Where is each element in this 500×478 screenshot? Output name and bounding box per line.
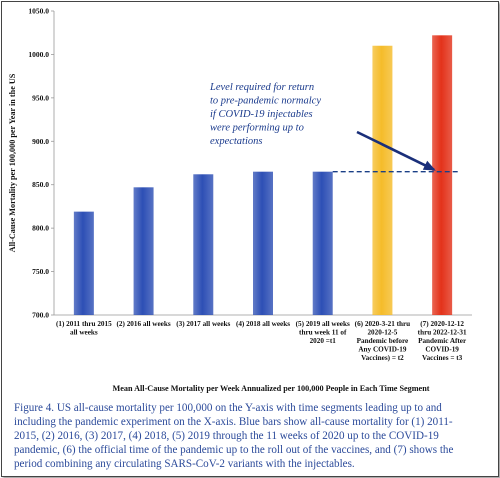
x-category-label: (1) 2011 thru 2015 — [56, 320, 112, 328]
bar-4 — [253, 171, 273, 315]
y-tick-label: 850.0 — [32, 180, 49, 189]
chart-axes: 700.0 750.0 800.0 850.0 900.0 950.0 1000.0 1050… — [28, 7, 472, 320]
x-category-label: (3) 2017 all weeks — [176, 320, 230, 328]
x-category-label: (7) 2020-12-12 — [420, 320, 464, 328]
reference-line-group — [332, 130, 461, 173]
annotation-line: Level required for return — [209, 82, 314, 93]
bar-7 — [432, 35, 453, 315]
bar-5 — [312, 171, 333, 315]
x-category-label: Any COVID-19 — [358, 346, 407, 354]
x-category-label: (2) 2016 all weeks — [117, 320, 171, 328]
x-category-label: (4) 2018 all weeks — [236, 320, 290, 328]
x-axis-title: Mean All-Cause Mortality per Week Annual… — [113, 384, 430, 393]
y-tick-label: 1000.0 — [28, 50, 49, 59]
x-category-label: COVID-19 — [425, 346, 459, 354]
y-tick-label: 900.0 — [32, 137, 49, 146]
chart-labels: All-Cause Mortality per 100,000 per Year… — [8, 73, 467, 393]
x-category-label: thru 2022-12-31 — [418, 329, 467, 337]
bar-chart: 700.0 750.0 800.0 850.0 900.0 950.0 1000.0 1050… — [8, 7, 472, 393]
x-category-label: Vaccines = t3 — [422, 354, 463, 362]
annotation-arrow-shaft — [356, 130, 435, 171]
y-tick-label: 950.0 — [32, 93, 49, 102]
x-category-label: Pandemic before — [357, 337, 409, 345]
x-category-label: all weeks — [70, 329, 98, 337]
bar-6 — [372, 45, 393, 315]
figure-caption: Figure 4. US all-cause mortality per 100… — [14, 402, 454, 470]
x-category-label: (5) 2019 all weeks — [296, 320, 350, 328]
y-tick-label: 1050.0 — [28, 7, 49, 16]
annotation-line: expectations — [210, 136, 262, 147]
x-category-label: Vaccines) = t2 — [361, 354, 404, 362]
x-category-label: Pandemic After — [418, 337, 467, 345]
bar-3 — [193, 174, 214, 315]
chart-bars — [73, 35, 453, 315]
annotation-line: to pre-pandemic normalcy — [210, 96, 321, 107]
x-category-label: (6) 2020-3-21 thru — [355, 320, 411, 328]
x-category-label: 2020 =t1 — [310, 337, 337, 345]
x-category-label: thru week 11 of — [299, 329, 347, 337]
y-tick-label: 750.0 — [32, 267, 49, 276]
y-tick-label: 800.0 — [32, 224, 49, 233]
x-category-label: 2020-12-5 — [367, 329, 397, 337]
annotation-line: were performing up to — [210, 123, 304, 134]
annotation-line: if COVID-19 injectables — [210, 109, 313, 120]
bar-2 — [133, 187, 154, 315]
bar-1 — [73, 211, 94, 315]
annotation-arrow-head — [422, 160, 436, 171]
y-tick-label: 700.0 — [32, 311, 49, 320]
y-axis-title: All-Cause Mortality per 100,000 per Year… — [8, 73, 17, 252]
